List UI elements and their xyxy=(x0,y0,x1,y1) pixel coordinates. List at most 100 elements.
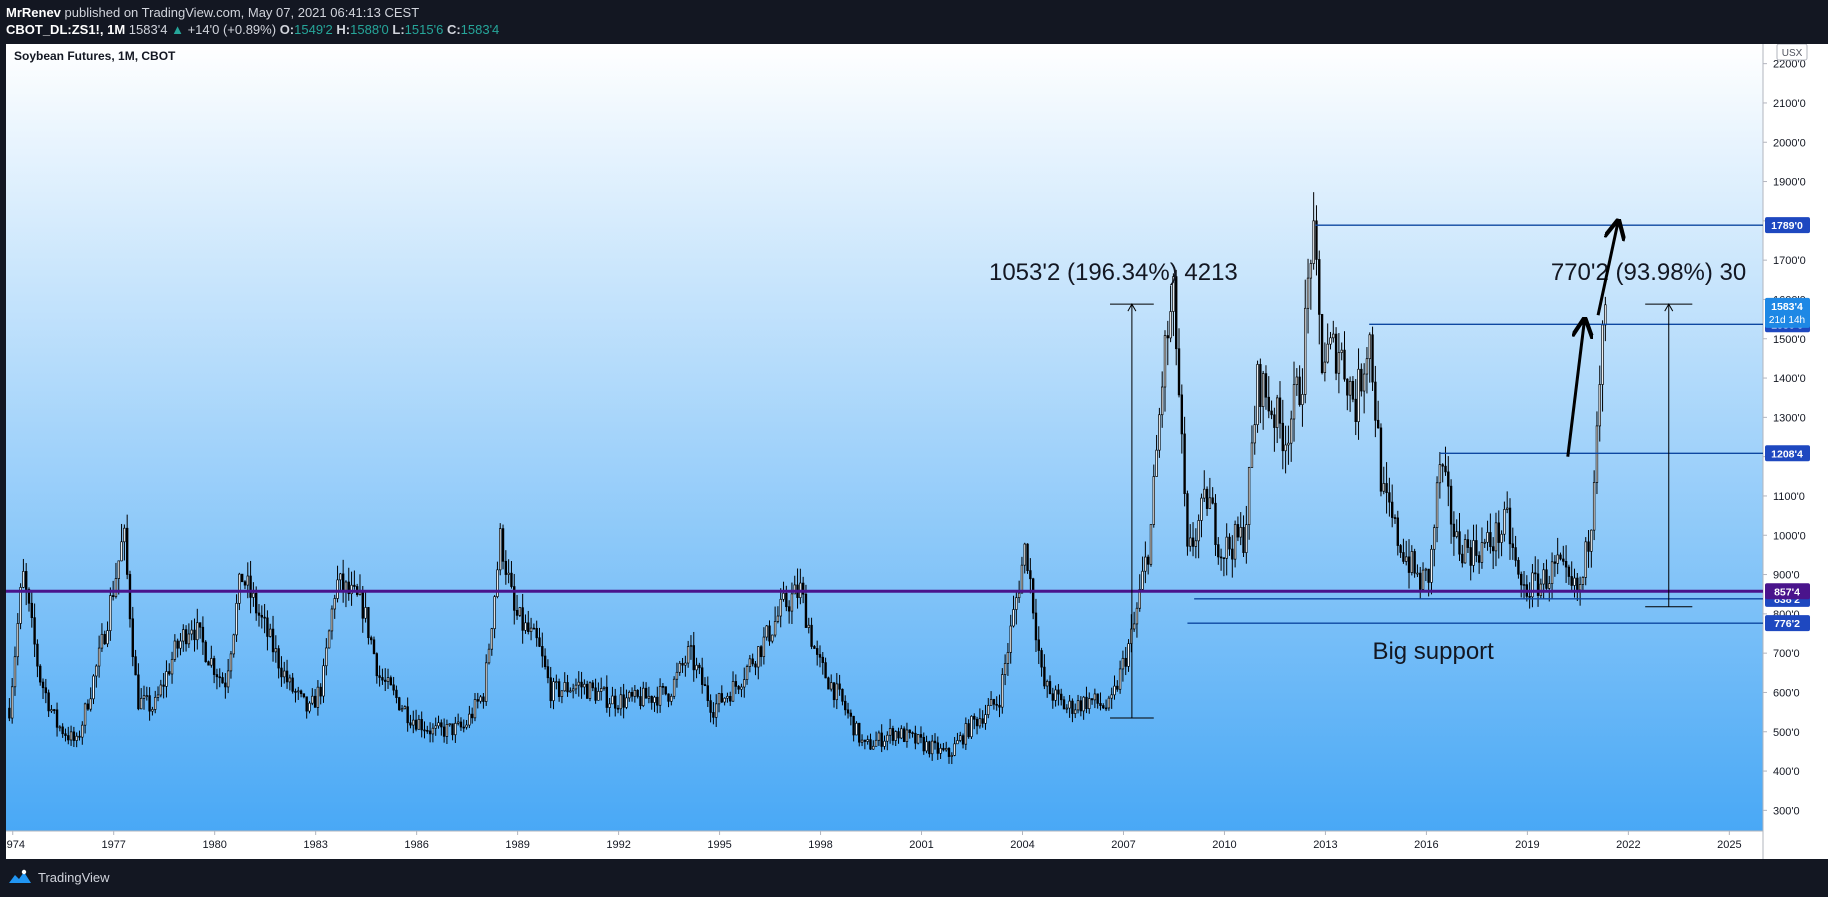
candle-body xyxy=(513,586,516,611)
candle-body xyxy=(176,640,179,649)
candle-body xyxy=(1368,334,1371,360)
candle-body xyxy=(532,627,536,630)
candle-body xyxy=(1312,220,1315,264)
candle-body xyxy=(61,726,64,735)
candle-body xyxy=(283,670,286,678)
candle-body xyxy=(372,639,376,654)
candle-body xyxy=(454,722,457,736)
candle-body xyxy=(165,671,168,687)
candle-body xyxy=(1214,502,1217,545)
candle-body xyxy=(869,739,872,750)
time-tick-label: 1977 xyxy=(101,839,125,851)
candle-body xyxy=(630,691,634,697)
candle-body xyxy=(1309,263,1313,279)
candle-body xyxy=(989,699,993,706)
candle-body xyxy=(1054,689,1057,701)
candle-body xyxy=(585,683,589,699)
candle-body xyxy=(1528,595,1531,598)
candle-body xyxy=(459,721,463,728)
candle-body xyxy=(1191,537,1195,547)
candle-body xyxy=(1090,698,1094,701)
candle-body xyxy=(266,617,269,637)
price-chart[interactable]: 1053'2 (196.34%) 4213 770'2 (93.98%) 30 B… xyxy=(0,43,1828,860)
candle-body xyxy=(1581,577,1585,585)
candle-body xyxy=(97,647,101,667)
candle-body xyxy=(765,625,768,638)
chart-area[interactable]: 1053'2 (196.34%) 4213 770'2 (93.98%) 30 B… xyxy=(0,43,1828,860)
candle-body xyxy=(322,665,325,697)
price-tick-label: 1700'0 xyxy=(1773,255,1806,267)
time-axis[interactable] xyxy=(6,831,1763,859)
candle-body xyxy=(168,671,171,675)
candle-body xyxy=(16,623,19,658)
open-value: 1549'2 xyxy=(294,22,333,37)
candle-body xyxy=(190,629,193,635)
candle-body xyxy=(1219,556,1223,559)
candle-body xyxy=(518,607,522,616)
candle-body xyxy=(336,579,339,599)
candle-body xyxy=(305,696,308,712)
candle-body xyxy=(905,729,909,742)
candle-body xyxy=(72,731,76,741)
price-tick-label: 500'0 xyxy=(1773,727,1800,739)
candle-body xyxy=(945,748,948,751)
candle-body xyxy=(894,731,897,741)
support-badge-bg xyxy=(1765,583,1810,600)
candle-body xyxy=(246,575,249,586)
measure-tools: 1053'2 (196.34%) 4213 770'2 (93.98%) 30 xyxy=(989,259,1746,719)
candle-body xyxy=(678,662,681,673)
candle-body xyxy=(571,688,575,692)
candle-body xyxy=(1323,361,1327,374)
chart-title: Soybean Futures, 1M, CBOT xyxy=(14,49,176,63)
candle-body xyxy=(1511,543,1514,548)
candle-body xyxy=(1250,442,1254,468)
candle-body xyxy=(504,560,508,575)
candle-body xyxy=(131,618,134,658)
candle-body xyxy=(1376,419,1380,429)
candle-body xyxy=(1031,578,1035,614)
candle-body xyxy=(787,606,791,612)
author-name[interactable]: MrRenev xyxy=(6,5,61,20)
candle-body xyxy=(650,695,653,703)
candle-body xyxy=(140,697,143,710)
candle-body xyxy=(608,703,611,708)
candle-body xyxy=(888,728,892,736)
candle-body xyxy=(232,634,235,655)
price-tick-label: 2200'0 xyxy=(1773,59,1806,71)
candle-body xyxy=(1009,625,1012,653)
candle-body xyxy=(218,676,221,679)
candle-body xyxy=(319,686,322,697)
candle-body xyxy=(1020,564,1024,594)
candle-body xyxy=(182,629,185,642)
candle-body xyxy=(981,718,984,724)
trend-arrows xyxy=(1566,221,1618,457)
level-badge-bg xyxy=(1765,615,1810,632)
candle-body xyxy=(639,696,642,706)
candle-body xyxy=(1419,572,1422,590)
candle-body xyxy=(1158,414,1161,451)
candle-body xyxy=(538,637,541,647)
candle-body xyxy=(1553,561,1557,564)
candle-body xyxy=(403,706,407,710)
candle-body xyxy=(877,732,881,741)
candle-body xyxy=(1160,386,1164,416)
candle-body xyxy=(1175,276,1178,350)
currency-badge[interactable] xyxy=(1776,43,1808,61)
candle-body xyxy=(184,629,188,645)
time-tick-label: 2019 xyxy=(1515,839,1539,851)
measure-arrowhead xyxy=(1664,303,1674,312)
candle-body xyxy=(880,732,883,747)
candle-body xyxy=(1211,497,1214,504)
time-tick-label: 2022 xyxy=(1616,839,1640,851)
candle-body xyxy=(560,690,564,697)
candle-body xyxy=(566,682,569,693)
candle-body xyxy=(1517,559,1520,575)
time-tick-labels: 1974 1977 1980 1983 1986 1989 1992 1995 1998 2001… xyxy=(0,831,1742,851)
symbol-label[interactable]: CBOT_DL:ZS1!, 1M xyxy=(6,22,126,37)
candle-body xyxy=(162,684,165,687)
candle-body xyxy=(308,702,311,712)
candle-body xyxy=(1189,537,1192,547)
tradingview-brand[interactable]: TradingView xyxy=(8,869,110,885)
candle-body xyxy=(1068,700,1071,709)
candle-body xyxy=(145,695,148,697)
